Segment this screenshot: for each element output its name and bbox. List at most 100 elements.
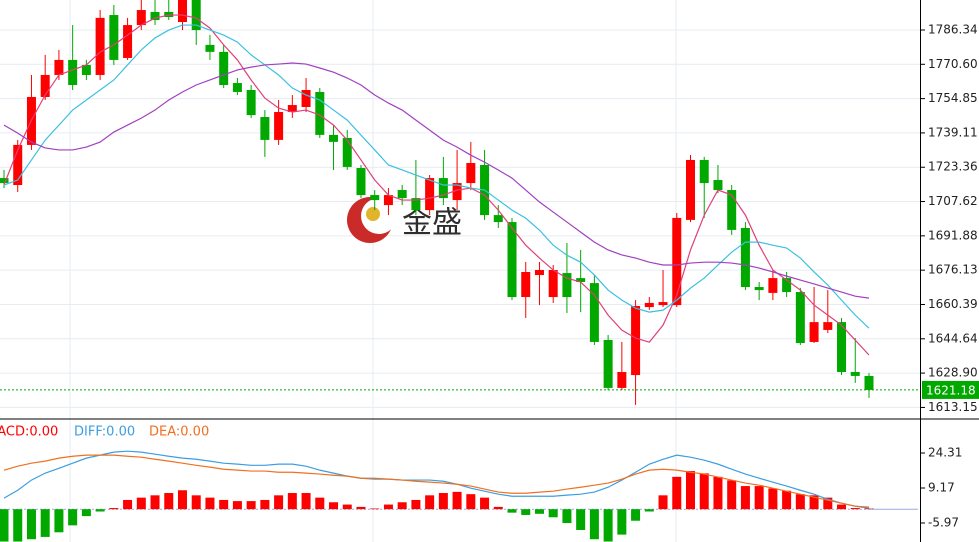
candle-body [356,168,366,196]
macd-panel [0,450,920,542]
candle-body [589,283,599,342]
macd-bar [782,490,792,510]
candle-body [177,0,187,23]
candle-body [260,117,270,140]
candle-body [219,51,229,85]
macd-bar [342,504,352,510]
macd-bar [631,509,641,521]
watermark-text: 金盛 [402,206,462,241]
ma-line [3,24,870,329]
candle-body [562,273,572,298]
candle-body [795,292,805,344]
candle-body [672,217,682,306]
candle-body [507,222,517,298]
macd-bar [0,509,9,542]
y-tick-label: 1707.62 [928,194,978,208]
legend-entry: DIFF:0.00 [74,425,135,440]
candle-body [274,112,284,140]
candle-body [754,287,764,291]
candle-body [493,215,503,223]
candle-body [40,74,50,97]
macd-bar [301,493,311,510]
macd-bar [274,495,284,510]
macd-bar [727,480,737,510]
macd-bar [329,502,339,510]
candle-body [823,322,833,330]
macd-bar [397,502,407,510]
macd-bar [823,497,833,510]
candle-body [603,339,613,388]
macd-bar [452,491,462,510]
macd-line [3,454,870,508]
macd-bar [411,499,421,510]
macd-bar [768,488,778,510]
y-tick-label: 1628.90 [928,366,978,380]
macd-bar [177,490,187,510]
candle-body [452,183,462,201]
macd-bar [287,493,297,510]
candle-body [864,375,874,390]
macd-bar [864,508,874,510]
candle-body [315,91,325,135]
legend-entry: DEA:0.00 [149,425,209,440]
logo-dot [366,207,380,221]
macd-bar [54,509,64,533]
candle-body [301,90,311,108]
macd-bar [534,509,544,514]
macd-bar [150,495,160,510]
macd-bar [356,506,366,510]
macd-bar [809,495,819,510]
macd-bar [81,509,91,517]
macd-bar [480,497,490,510]
candle-body [0,178,9,184]
macd-bar [466,494,476,510]
candle-body [782,278,792,293]
candle-body [383,195,393,206]
macd-bar [68,509,78,526]
macd-bar [521,509,531,515]
macd-bar [603,509,613,542]
macd-bar [370,508,380,510]
candle-body [686,159,695,220]
last-price-label: 1621.18 [926,383,976,397]
macd-bar [658,495,668,510]
candle-body [837,322,847,373]
y-tick-label: 1786.34 [928,22,978,36]
candle-body [699,159,709,184]
candle-body [109,15,119,60]
y-tick-label: 1770.60 [928,57,978,71]
macd-bar [617,509,627,535]
candle-body [740,227,750,288]
grid [0,0,920,542]
candle-body [329,134,339,142]
candle-body [617,372,627,388]
y-tick-label: 1723.36 [928,160,978,174]
candle-body [548,270,558,298]
macd-bar [109,508,119,510]
candle-body [287,105,297,113]
macd-bar [672,476,682,510]
ma-line [3,62,870,299]
macd-bar [315,497,325,510]
y-tick-label: -5.97 [928,515,959,529]
macd-bar [164,493,174,510]
y-tick-label: 1644.64 [928,331,978,345]
candle-body [425,178,435,211]
candle-body [370,195,380,201]
macd-bar [699,473,709,510]
candle-body [521,271,531,298]
macd-bar [562,509,572,524]
macd-bar [713,476,723,510]
candle-body [644,302,654,308]
macd-bar [795,494,805,510]
macd-bar [507,509,517,513]
candle-body [95,17,105,75]
candle-body [713,180,723,191]
watermark: 金盛 [347,197,462,243]
candle-body [246,90,256,116]
macd-bar [95,509,105,512]
macd-bar [644,509,654,512]
candle-body [123,25,133,58]
